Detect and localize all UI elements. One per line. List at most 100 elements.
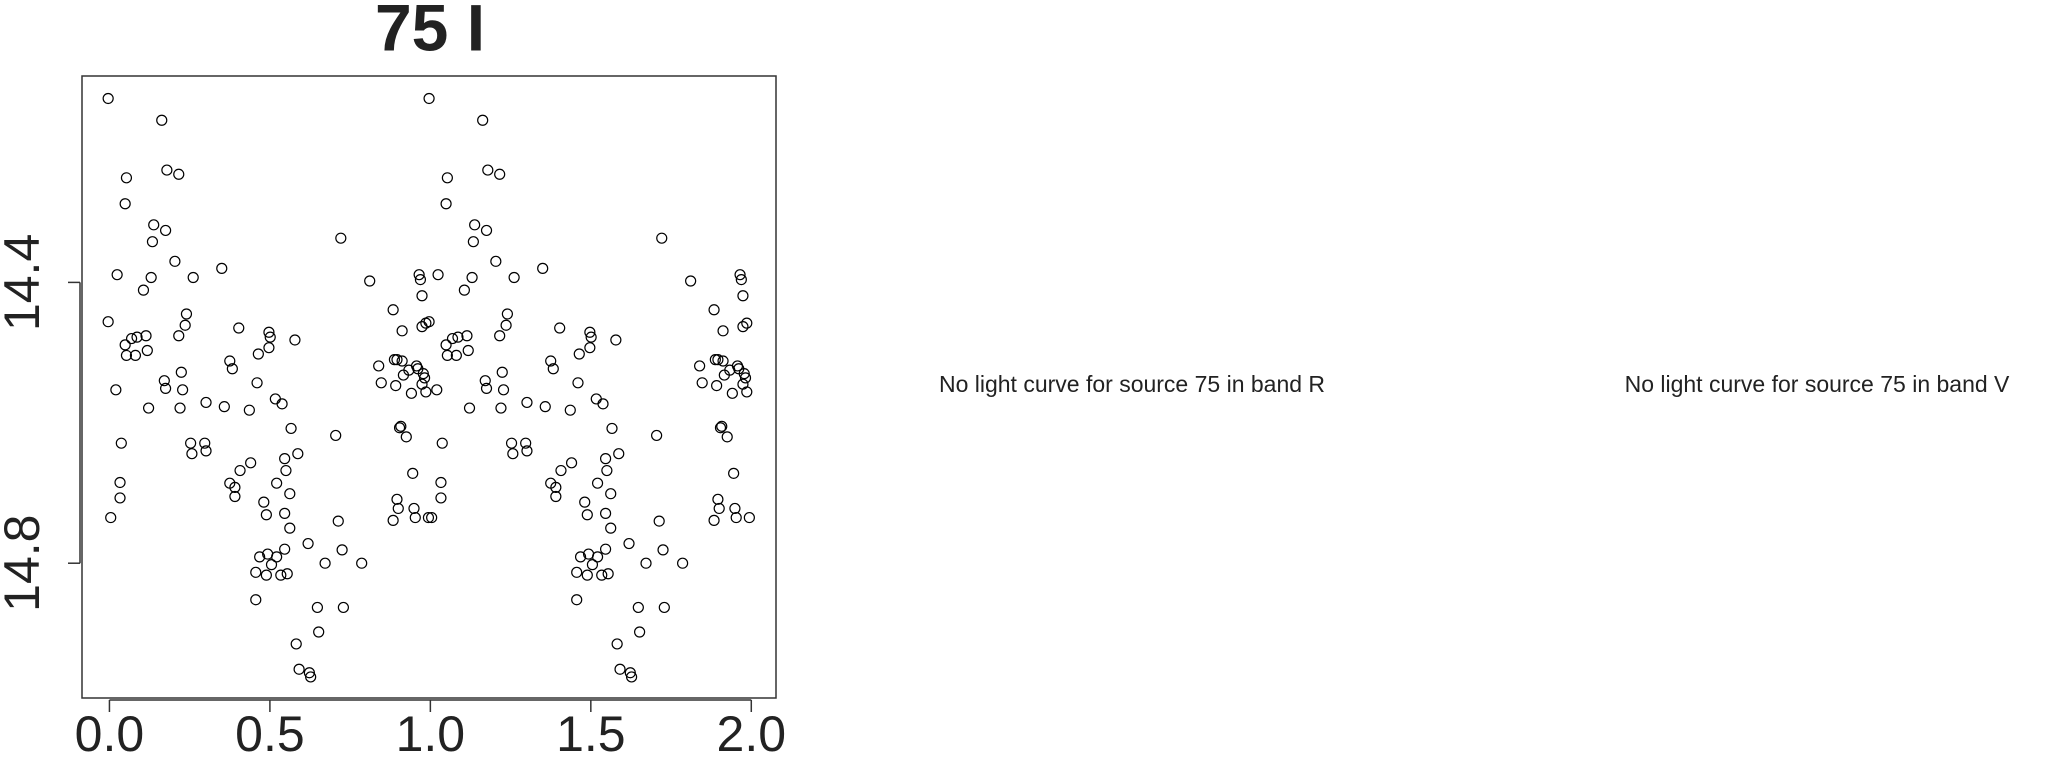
data-point [656,232,668,244]
data-point [422,511,435,524]
chart-title: 75 I [375,0,485,64]
data-point [431,384,443,396]
data-point [610,334,622,346]
data-point [606,422,618,435]
data-point [263,326,275,338]
data-point [494,330,506,342]
data-point [709,354,721,366]
data-point [407,467,419,479]
data-point [200,445,212,457]
data-point [571,594,583,606]
data-point [392,502,404,515]
data-point [105,511,117,524]
data-point [597,398,609,410]
data-point [611,638,623,650]
data-point [281,568,293,580]
data-point [120,172,133,184]
data-point [479,375,491,387]
data-point [694,360,706,372]
data-point [258,496,270,508]
data-point [572,377,584,389]
data-point [446,332,459,345]
data-point [586,559,599,571]
data-point [624,667,636,679]
data-point [243,404,255,416]
data-point [260,509,272,521]
data-point [234,464,246,477]
data-point [146,236,159,248]
data-point [102,316,114,328]
data-point [110,384,122,396]
data-point [591,477,604,489]
data-point [599,543,612,555]
data-point [148,219,160,231]
data-point [741,317,753,329]
data-point [129,349,142,362]
data-point [730,511,742,524]
data-point [229,481,241,493]
data-point [264,331,276,343]
data-point [250,566,262,578]
data-point [602,568,614,580]
data-point [712,354,724,366]
data-point [721,431,733,443]
data-point [216,262,228,274]
data-point [508,271,520,284]
data-point [743,511,755,524]
data-point [233,322,245,334]
data-point [218,401,230,413]
data-point [396,355,408,367]
data-point [175,366,187,378]
data-point [605,488,617,500]
data-point [564,404,576,416]
data-point [505,437,518,449]
data-point [565,457,578,469]
data-point [199,437,211,449]
data-point [467,236,479,248]
data-point [521,396,533,409]
data-point [335,232,347,244]
message: No light curve for source 75 in band R [939,371,1325,397]
data-point [284,522,296,534]
data-point [462,344,474,357]
data-point [391,354,403,366]
data-point [396,325,408,337]
data-point [141,344,153,357]
data-point [279,543,291,555]
data-point [185,437,197,449]
data-point [269,393,281,405]
data-point [131,331,143,343]
data-point [260,569,272,581]
data-point [495,402,507,414]
data-point [596,569,608,581]
data-point [187,271,199,284]
data-point [391,493,403,505]
data-point [275,569,287,581]
data-point [145,271,157,284]
data-point [708,304,720,316]
data-point [169,255,181,267]
data-point [251,377,263,389]
data-point [717,325,729,337]
data-point [158,375,170,387]
data-point [521,445,533,457]
data-point [497,384,510,396]
data-point [332,515,344,527]
x-tick-label: 0.0 [75,706,145,757]
data-point [174,402,186,414]
data-point [330,429,342,442]
x-tick-label: 2.0 [717,706,787,757]
data-point [712,493,724,505]
data-point [685,275,697,287]
data-point [441,349,453,362]
data-point [450,349,462,362]
data-point [537,262,549,274]
data-point [303,667,315,679]
data-point [480,382,493,395]
data-point [554,322,566,334]
data-point [490,255,502,267]
data-point [496,366,508,378]
data-point [713,502,725,515]
data-point [579,496,591,508]
